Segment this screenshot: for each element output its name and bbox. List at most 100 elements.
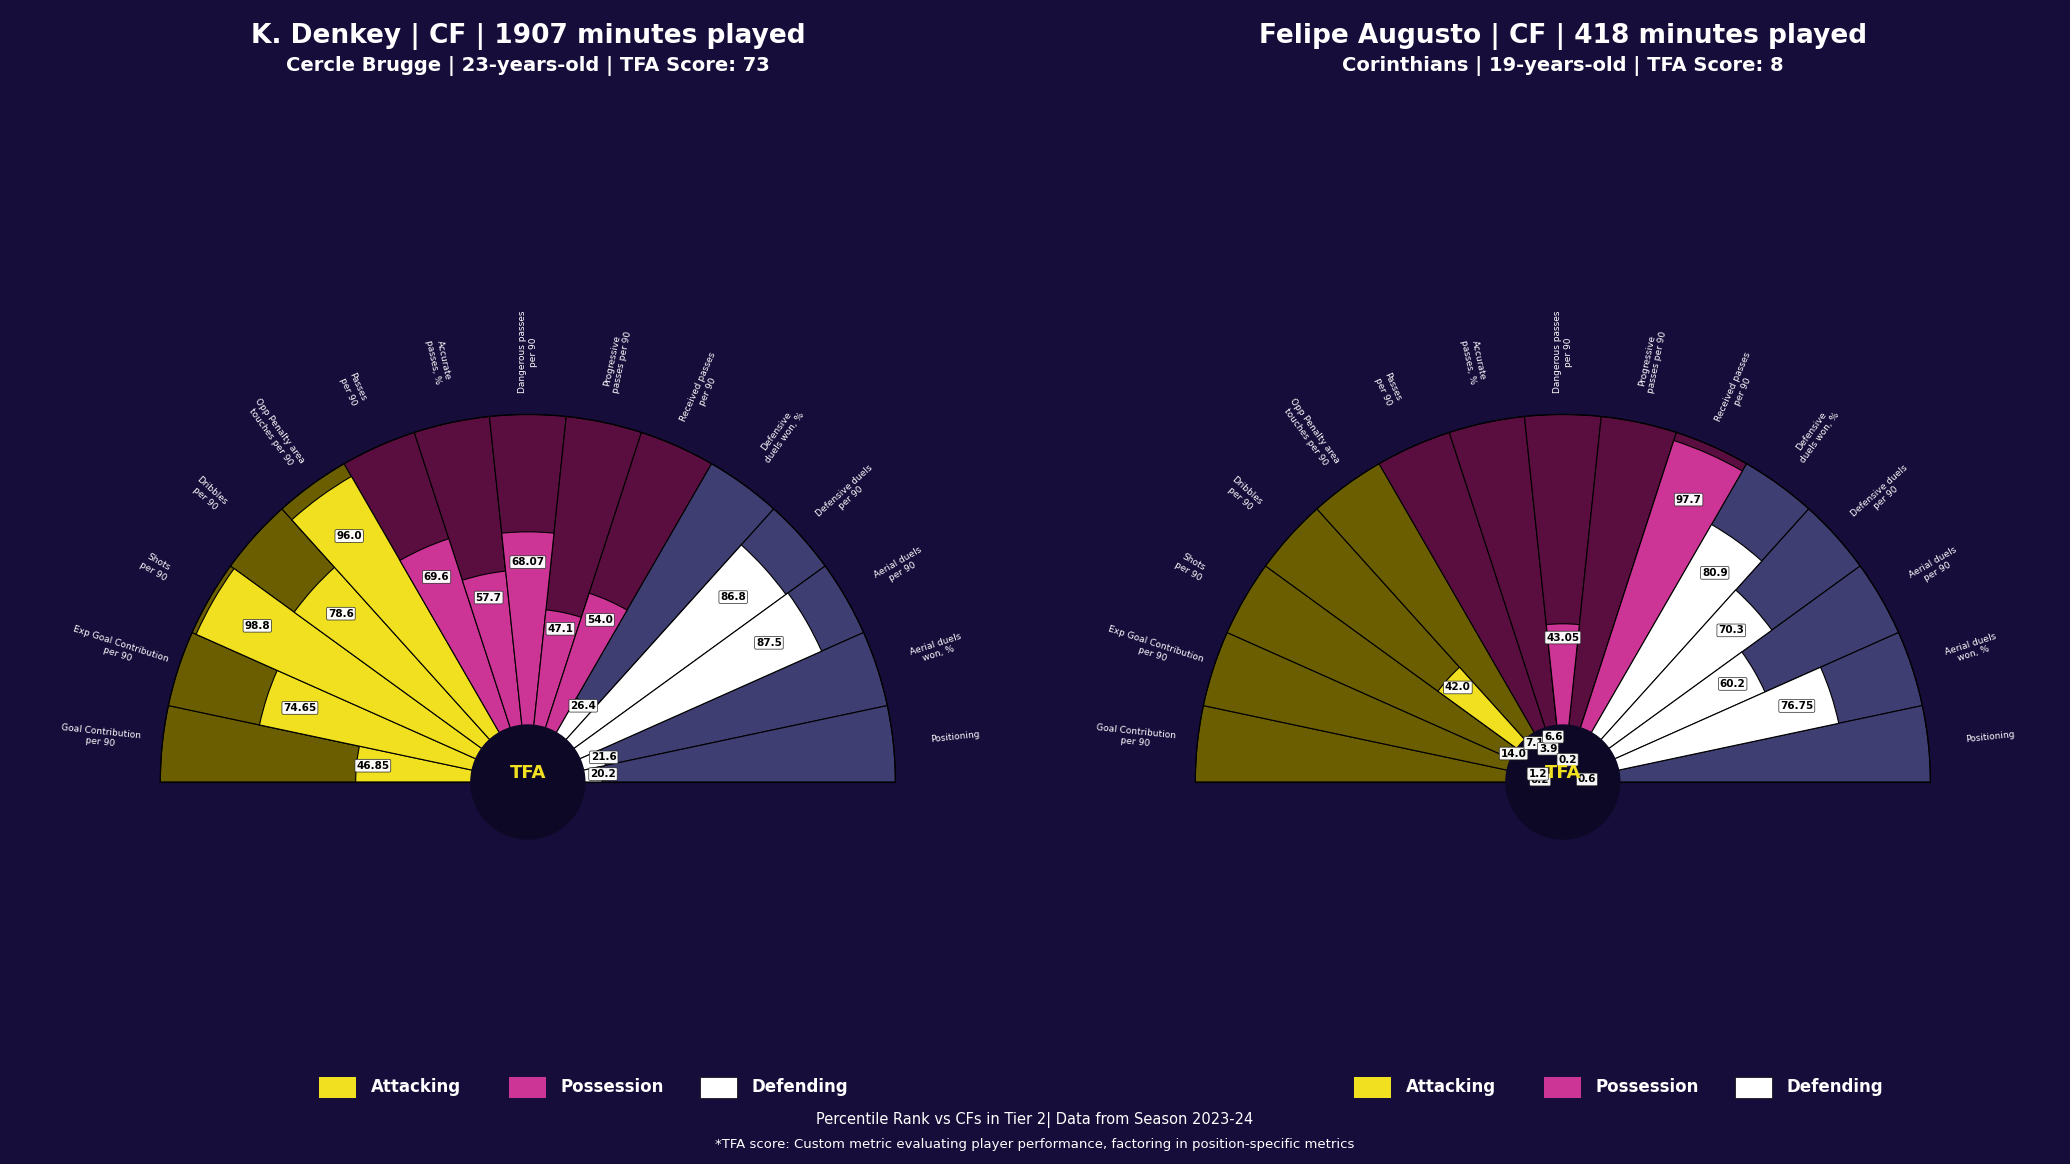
Wedge shape (197, 568, 528, 782)
Text: Aerial duels
won, %: Aerial duels won, % (1944, 632, 2000, 667)
Wedge shape (1203, 632, 1563, 782)
Text: 42.0: 42.0 (1445, 682, 1472, 693)
Text: 7.1: 7.1 (1526, 738, 1544, 748)
Text: 60.2: 60.2 (1720, 679, 1745, 689)
Wedge shape (528, 705, 896, 782)
Text: 97.7: 97.7 (1675, 495, 1702, 504)
Wedge shape (528, 594, 627, 782)
Wedge shape (528, 433, 712, 782)
Wedge shape (1563, 632, 1923, 782)
Text: Received passes
per 90: Received passes per 90 (679, 350, 727, 427)
Text: Defending: Defending (1786, 1078, 1884, 1096)
Text: Attacking: Attacking (1406, 1078, 1497, 1096)
Wedge shape (528, 750, 607, 782)
Wedge shape (528, 698, 592, 782)
Wedge shape (1265, 509, 1563, 782)
Wedge shape (1557, 768, 1563, 782)
Wedge shape (1439, 667, 1563, 782)
Text: 87.5: 87.5 (756, 638, 782, 648)
Text: 86.8: 86.8 (720, 592, 745, 602)
Text: Progressive
passes per 90: Progressive passes per 90 (600, 328, 633, 395)
Wedge shape (292, 476, 528, 782)
Text: Aerial duels
per 90: Aerial duels per 90 (871, 545, 927, 589)
Wedge shape (528, 463, 774, 782)
Text: TFA: TFA (1544, 765, 1581, 782)
Wedge shape (1559, 780, 1563, 782)
Text: 26.4: 26.4 (571, 701, 596, 711)
Wedge shape (259, 670, 528, 782)
Wedge shape (528, 632, 888, 782)
Text: 96.0: 96.0 (335, 531, 362, 541)
Wedge shape (1563, 525, 1762, 782)
Wedge shape (528, 610, 582, 782)
Text: Defensive
duels won, %: Defensive duels won, % (756, 404, 805, 464)
Text: Opp Penalty area
touches per 90: Opp Penalty area touches per 90 (1279, 397, 1341, 471)
Wedge shape (193, 566, 528, 782)
Text: Positioning: Positioning (1964, 730, 2016, 744)
Text: *TFA score: Custom metric evaluating player performance, factoring in position-s: *TFA score: Custom metric evaluating pla… (716, 1137, 1354, 1151)
Text: 54.0: 54.0 (588, 615, 613, 625)
Text: Dangerous passes
per 90: Dangerous passes per 90 (518, 311, 538, 393)
Text: 3.9: 3.9 (1538, 744, 1557, 754)
Text: Exp Goal Contribution
per 90: Exp Goal Contribution per 90 (68, 625, 170, 674)
Text: Goal Contribution
per 90: Goal Contribution per 90 (60, 723, 141, 751)
Wedge shape (489, 414, 567, 782)
Text: Passes
per 90: Passes per 90 (1372, 371, 1403, 407)
Text: Goal Contribution
per 90: Goal Contribution per 90 (1095, 723, 1176, 751)
Wedge shape (400, 539, 528, 782)
Text: 0.2: 0.2 (1559, 754, 1577, 765)
Wedge shape (1228, 566, 1563, 782)
Text: 47.1: 47.1 (546, 624, 573, 633)
Wedge shape (1524, 414, 1602, 782)
Text: Opp Penalty area
touches per 90: Opp Penalty area touches per 90 (244, 397, 306, 471)
Wedge shape (1546, 624, 1579, 782)
Wedge shape (528, 767, 602, 782)
Wedge shape (1379, 433, 1563, 782)
Wedge shape (1563, 590, 1772, 782)
Text: Percentile Rank vs CFs in Tier 2| Data from Season 2023-24: Percentile Rank vs CFs in Tier 2| Data f… (816, 1112, 1254, 1128)
Wedge shape (344, 433, 528, 782)
Text: 20.2: 20.2 (590, 769, 617, 779)
Text: Defensive
duels won, %: Defensive duels won, % (1791, 404, 1840, 464)
Wedge shape (1563, 566, 1898, 782)
Text: K. Denkey | CF | 1907 minutes played: K. Denkey | CF | 1907 minutes played (250, 23, 805, 50)
Text: 74.65: 74.65 (284, 703, 317, 712)
Wedge shape (1515, 752, 1563, 782)
Text: Defensive duels
per 90: Defensive duels per 90 (1849, 463, 1917, 526)
Text: Received passes
per 90: Received passes per 90 (1714, 350, 1762, 427)
Text: Possession: Possession (561, 1078, 664, 1096)
Text: 98.8: 98.8 (244, 620, 269, 631)
Text: Defending: Defending (751, 1078, 849, 1096)
Text: 46.85: 46.85 (356, 761, 389, 771)
Wedge shape (1555, 758, 1563, 782)
Wedge shape (1317, 463, 1563, 782)
Text: Accurate
passes, %: Accurate passes, % (424, 338, 453, 385)
Text: Accurate
passes, %: Accurate passes, % (1459, 338, 1488, 385)
Text: 70.3: 70.3 (1718, 625, 1745, 636)
Wedge shape (1563, 667, 1838, 782)
Wedge shape (528, 566, 863, 782)
Wedge shape (230, 509, 528, 782)
Wedge shape (528, 592, 822, 782)
Circle shape (1505, 725, 1621, 839)
Text: Shots
per 90: Shots per 90 (139, 552, 174, 583)
Text: 14.0: 14.0 (1501, 748, 1526, 759)
Text: Attacking: Attacking (371, 1078, 462, 1096)
Text: Possession: Possession (1596, 1078, 1699, 1096)
Wedge shape (414, 417, 528, 782)
Wedge shape (1546, 759, 1563, 782)
Text: Dangerous passes
per 90: Dangerous passes per 90 (1552, 311, 1573, 393)
Wedge shape (1563, 463, 1809, 782)
Text: 0.2: 0.2 (1532, 774, 1550, 785)
Wedge shape (528, 417, 642, 782)
Text: 0.6: 0.6 (1577, 774, 1596, 785)
Text: Defensive duels
per 90: Defensive duels per 90 (814, 463, 882, 526)
Text: Progressive
passes per 90: Progressive passes per 90 (1635, 328, 1668, 395)
Circle shape (470, 725, 586, 839)
Text: Exp Goal Contribution
per 90: Exp Goal Contribution per 90 (1103, 625, 1205, 674)
Wedge shape (1194, 705, 1563, 782)
Text: Dribbles
per 90: Dribbles per 90 (1223, 475, 1265, 514)
Wedge shape (1563, 417, 1677, 782)
Wedge shape (1449, 417, 1563, 782)
Text: Felipe Augusto | CF | 418 minutes played: Felipe Augusto | CF | 418 minutes played (1259, 23, 1867, 50)
